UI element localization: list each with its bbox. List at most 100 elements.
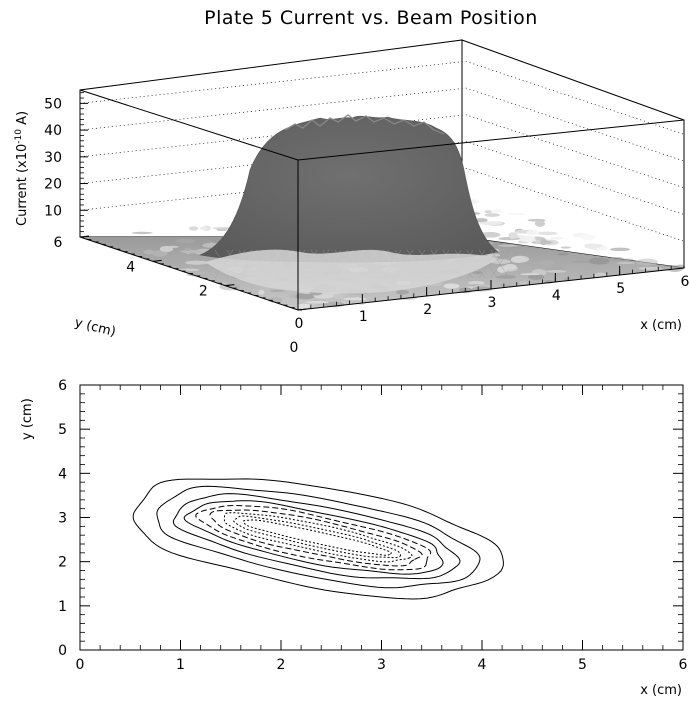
contour-x-tick-label: 6 <box>679 657 688 673</box>
z-gridline <box>79 114 685 189</box>
contour-level-2 <box>156 485 481 589</box>
x-tick-label-3d: 6 <box>681 274 690 290</box>
floor-speckle <box>500 283 514 287</box>
x-tick-label-3d: 1 <box>359 309 368 325</box>
floor-speckle <box>192 271 209 274</box>
mesh-line <box>490 249 510 279</box>
contour-y-tick-label: 3 <box>58 511 67 527</box>
z-gridlines <box>79 61 685 242</box>
x-tick-label-3d: 3 <box>488 295 497 311</box>
floor-speckle <box>258 289 265 295</box>
floor-speckle <box>297 303 313 308</box>
contour-level-7 <box>223 512 413 563</box>
floor-speckle <box>178 268 200 272</box>
contour-axis-ticks: 0 1 2 3 4 5 6 0 1 2 3 4 5 6 <box>58 378 687 673</box>
z-gridline <box>79 167 685 242</box>
floor-speckle <box>616 261 635 265</box>
floor-speckle <box>202 238 209 241</box>
floor-speckle <box>176 238 195 244</box>
contour-level-9 <box>242 519 392 556</box>
floor-speckle <box>527 273 545 280</box>
floor-speckle <box>588 257 610 265</box>
contour-level-3 <box>172 493 461 580</box>
y-tick-label-3d: 4 <box>126 259 135 275</box>
contour-level-4 <box>183 500 444 575</box>
floor-speckle <box>479 221 503 226</box>
floor-speckle <box>472 271 483 274</box>
floor-speckle <box>484 213 501 217</box>
z-tick-label: 40 <box>44 123 62 139</box>
floor-speckle <box>507 212 526 216</box>
floor-speckle <box>333 294 346 299</box>
contour-y-tick-label: 6 <box>58 378 67 394</box>
floor-speckle <box>638 266 663 270</box>
x-tick-label-3d: 2 <box>423 302 432 318</box>
contour-y-tick-label: 5 <box>58 422 67 438</box>
contour-level-1 <box>132 478 504 600</box>
contour-y-tick-label: 1 <box>58 599 67 615</box>
x-tick-label-3d: 5 <box>616 281 625 297</box>
contour-level-6 <box>209 509 423 567</box>
x-axis-label-3d: x (cm) <box>640 318 682 333</box>
floor-speckle <box>519 281 529 285</box>
contour-x-axis-label: x (cm) <box>640 683 682 698</box>
contour-x-tick-label: 1 <box>176 657 185 673</box>
floor-speckle <box>534 220 546 227</box>
top-front-edge-right <box>297 119 685 161</box>
floor-speckle <box>526 230 537 236</box>
contour-y-tick-label: 0 <box>58 643 67 659</box>
floor-speckle <box>519 235 536 243</box>
x-tick-label-3d: 4 <box>552 288 561 304</box>
floor-speckle <box>269 289 285 292</box>
y-tick-label-3d: 0 <box>290 340 299 356</box>
floor-speckle <box>490 281 500 286</box>
floor-speckle <box>510 256 526 264</box>
z-gridline <box>79 61 685 135</box>
floor-speckle <box>635 258 658 266</box>
floor-speckle <box>131 231 153 235</box>
floor-speckle <box>188 226 199 231</box>
z-tick-label: 30 <box>44 150 62 166</box>
contour-lines <box>132 478 504 600</box>
floor-speckle <box>305 300 330 304</box>
plateau-ridge <box>284 114 445 135</box>
z-tick-label: 20 <box>44 177 62 193</box>
y-tick-label-3d: 2 <box>199 284 208 300</box>
top-front-edge-left <box>79 89 299 161</box>
floor-speckle <box>537 231 558 236</box>
contour-x-tick-label: 5 <box>578 657 587 673</box>
floor-speckle <box>560 246 571 249</box>
floor-speckle <box>498 244 518 247</box>
floor-speckle <box>585 265 593 271</box>
surface-skirt <box>205 249 498 294</box>
floor-speckle <box>534 240 541 244</box>
floor-speckle <box>495 275 517 279</box>
surface-plot: 10 20 30 40 50 0 1 2 3 4 5 6 0 2 4 6 Current (x10-10 A)… <box>14 39 690 356</box>
floor-speckle <box>396 289 409 295</box>
floor-speckle <box>490 259 511 264</box>
floor-speckle <box>185 260 209 265</box>
floor-speckle <box>180 249 204 254</box>
floor-speckle <box>474 218 488 223</box>
floor-speckle <box>536 260 556 266</box>
contour-x-tick-label: 2 <box>277 657 286 673</box>
floor-speckle <box>143 249 154 255</box>
floor-speckle <box>184 247 192 251</box>
z-gridline <box>79 87 685 162</box>
floor-speckle <box>256 286 272 292</box>
floor-speckle <box>508 232 519 239</box>
floor-speckle <box>556 252 570 256</box>
y-tick-label-3d: 6 <box>54 235 63 251</box>
floor-speckle <box>504 263 517 270</box>
z-tick-label: 50 <box>44 96 62 112</box>
floor-speckle <box>570 260 591 263</box>
floor-speckle <box>419 286 431 289</box>
contour-y-tick-label: 2 <box>58 555 67 571</box>
z-gridline <box>79 141 685 215</box>
floor-speckle <box>491 209 502 213</box>
contour-level-5 <box>195 504 432 571</box>
axis-ticks-3d: 10 20 30 40 50 0 1 2 3 4 5 6 0 2 4 6 <box>44 92 690 356</box>
y-axis-label-3d: y (cm) <box>73 315 117 340</box>
floor-speckle <box>546 270 567 273</box>
